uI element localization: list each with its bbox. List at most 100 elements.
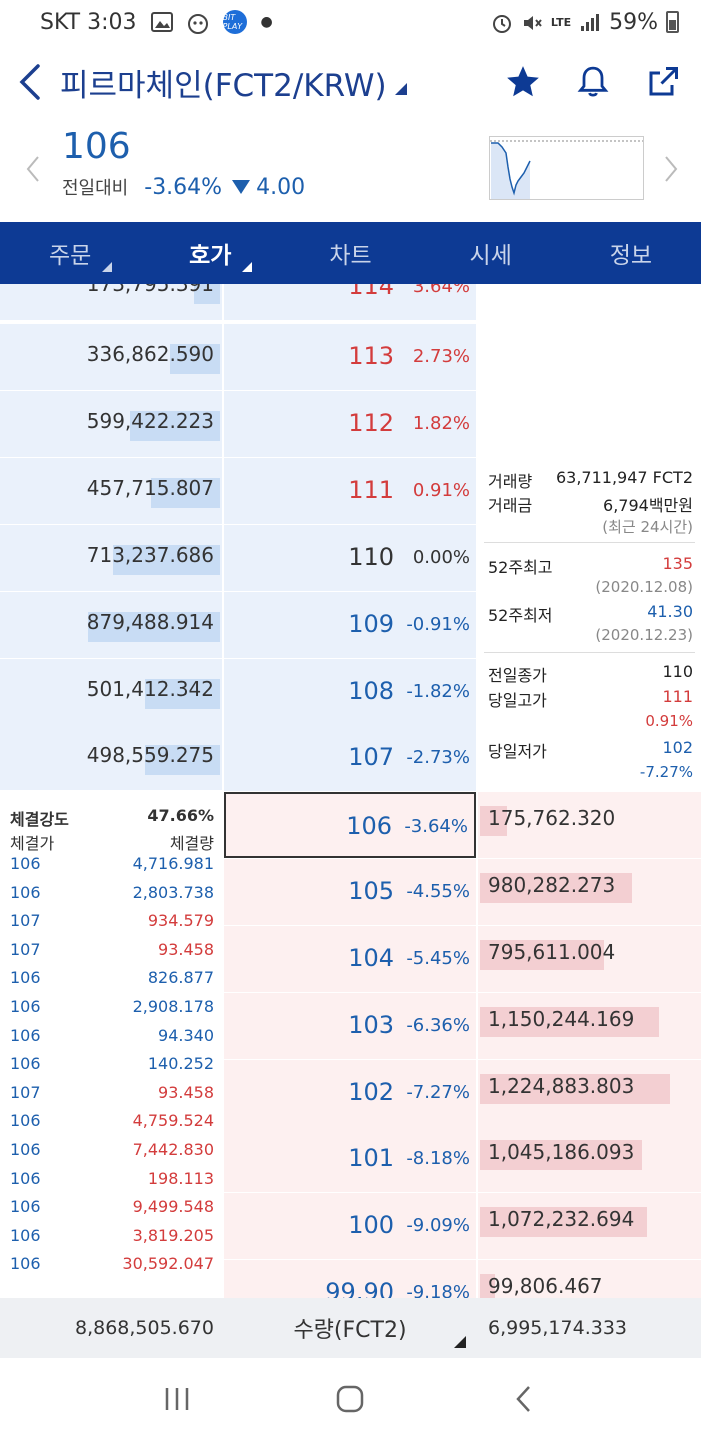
trade-strength-row: 체결강도 47.66% [10, 806, 214, 830]
buy-order-row[interactable]: 104 -5.45% 795,611.004 [0, 926, 701, 992]
sell-percent: 3.64% [412, 284, 470, 297]
trade-row: 106 826.877 [10, 968, 214, 996]
unit-selector[interactable]: 수량(FCT2) [224, 1298, 476, 1358]
sell-qty: 173,795.391 [86, 284, 214, 296]
sell-order-row[interactable]: 173,795.391 114 3.64% [0, 284, 701, 320]
tab-order[interactable]: 주문 [0, 222, 140, 284]
amount-label: 거래금 [488, 496, 533, 515]
buy-percent: -9.09% [406, 1215, 470, 1236]
sell-qty-bar [151, 478, 220, 508]
tab-orderbook-label: 호가 [189, 243, 232, 269]
market-title-text: 피르마체인(FCT2/KRW) [60, 67, 387, 104]
buy-qty-bar [480, 873, 632, 903]
trade-row: 107 93.458 [10, 1083, 214, 1111]
buy-order-row[interactable]: 103 -6.36% 1,150,244.169 [0, 993, 701, 1059]
sell-price: 113 [348, 342, 394, 370]
back-nav-icon[interactable] [499, 1374, 549, 1424]
recent-trades-panel: 체결강도 47.66% 체결가 체결량 106 4,716.981 106 2,803.7… [0, 790, 222, 1298]
mini-chart[interactable] [489, 136, 644, 200]
buy-order-row[interactable]: 105 -4.55% 980,282.273 [0, 859, 701, 925]
share-icon[interactable] [643, 62, 683, 102]
sell-percent: 2.73% [412, 346, 470, 367]
title-dropdown-icon [394, 83, 407, 95]
sell-order-row[interactable]: 336,862.590 113 2.73% [0, 324, 701, 390]
buy-qty-bar [480, 1140, 642, 1170]
tab-chart[interactable]: 차트 [280, 222, 420, 284]
buy-order-row[interactable]: 99.90 -9.18% 99,806.467 [0, 1260, 701, 1298]
recent-apps-icon[interactable] [152, 1374, 202, 1424]
sell-percent: 1.82% [412, 413, 470, 434]
day-low-row: 당일저가 102 [488, 738, 693, 762]
buy-total: 6,995,174.333 [478, 1298, 701, 1358]
buy-order-row[interactable]: 101 -8.18% 1,045,186.093 [0, 1126, 701, 1192]
trade-qty: 93.458 [158, 1082, 214, 1102]
sell-order-row[interactable]: 498,559.275 107 -2.73% [0, 725, 701, 791]
buy-qty: 1,150,244.169 [488, 1007, 635, 1031]
sell-qty-bar [145, 679, 220, 709]
tab-quotes-label: 시세 [469, 243, 512, 269]
orderbook-summary: 8,868,505.670 수량(FCT2) 6,995,174.333 [0, 1298, 701, 1358]
trade-row: 106 2,803.738 [10, 883, 214, 911]
trade-price: 106 [10, 882, 41, 902]
sell-qty-bar [194, 284, 220, 304]
change-amount: 4.00 [232, 175, 305, 200]
trade-row: 106 2,908.178 [10, 997, 214, 1025]
high52-row: 52주최고 135 [488, 554, 693, 578]
buy-qty-bar [480, 940, 604, 970]
sell-percent: -1.82% [406, 681, 470, 702]
buy-order-row[interactable]: 106 -3.64% 175,762.320 [0, 792, 701, 858]
tab-quotes[interactable]: 시세 [421, 222, 561, 284]
sell-qty: 879,488.914 [86, 610, 214, 634]
trade-price: 106 [10, 968, 41, 988]
buy-qty: 795,611.004 [488, 940, 616, 964]
trade-price: 106 [10, 997, 41, 1016]
divider [484, 652, 695, 653]
change-percent: -3.64% [144, 175, 223, 200]
prev-close-row: 전일종가 110 [488, 662, 693, 686]
sell-qty-bar [145, 745, 220, 775]
trade-qty: 2,803.738 [132, 882, 214, 902]
prev-market-icon[interactable] [18, 154, 48, 184]
tab-info[interactable]: 정보 [561, 222, 701, 284]
high52-value: 135 [662, 554, 693, 573]
tab-order-label: 주문 [48, 243, 92, 269]
buy-order-row[interactable]: 100 -9.09% 1,072,232.694 [0, 1193, 701, 1259]
buy-percent: -7.27% [406, 1082, 470, 1103]
sell-qty-bar [130, 411, 220, 441]
amount-row: 거래금 6,794백만원 [488, 492, 693, 516]
sell-order-row[interactable]: 599,422.223 112 1.82% [0, 391, 701, 457]
change-amount-value: 4.00 [256, 175, 306, 200]
back-icon[interactable] [0, 44, 60, 120]
strength-value: 47.66% [147, 806, 214, 825]
bell-icon[interactable] [573, 62, 613, 102]
tab-corner-icon [242, 262, 253, 272]
high52-date: (2020.12.08) [595, 578, 693, 596]
order-book: 173,795.391 114 3.64% 336,862.590 113 2.73… [0, 284, 701, 1298]
sell-total: 8,868,505.670 [0, 1298, 222, 1358]
sell-order-row[interactable]: 879,488.914 109 -0.91% [0, 592, 701, 658]
next-market-icon[interactable] [656, 154, 686, 184]
sell-order-row[interactable]: 713,237.686 110 0.00% [0, 525, 701, 591]
sell-qty: 457,715.807 [86, 476, 214, 500]
sell-order-row[interactable]: 501,412.342 108 -1.82% [0, 659, 701, 725]
trade-row: 106 3,819.205 [10, 1226, 214, 1254]
buy-percent: -4.55% [406, 881, 470, 902]
sell-order-row[interactable]: 457,715.807 111 0.91% [0, 458, 701, 524]
volume-row: 거래량 63,711,947 FCT2 [488, 468, 693, 492]
period-note: (최근 24시간) [602, 518, 693, 536]
buy-order-row[interactable]: 102 -7.27% 1,224,883.803 [0, 1060, 701, 1126]
lte-icon: LTE [550, 15, 572, 29]
current-price-cell[interactable]: 106 -3.64% [224, 792, 476, 858]
trade-qty: 4,716.981 [132, 854, 214, 873]
change-label: 전일대비 [62, 178, 129, 199]
trade-row: 107 934.579 [10, 911, 214, 939]
trade-qty: 94.340 [158, 1025, 214, 1045]
market-title[interactable]: 피르마체인(FCT2/KRW) [60, 60, 407, 105]
trade-qty: 826.877 [147, 968, 214, 988]
home-icon[interactable] [325, 1374, 375, 1424]
sell-qty: 498,559.275 [86, 743, 214, 767]
star-icon[interactable] [503, 62, 543, 102]
buy-percent: -9.18% [406, 1282, 470, 1298]
sell-qty-bar [113, 545, 220, 575]
tab-orderbook[interactable]: 호가 [140, 222, 280, 284]
